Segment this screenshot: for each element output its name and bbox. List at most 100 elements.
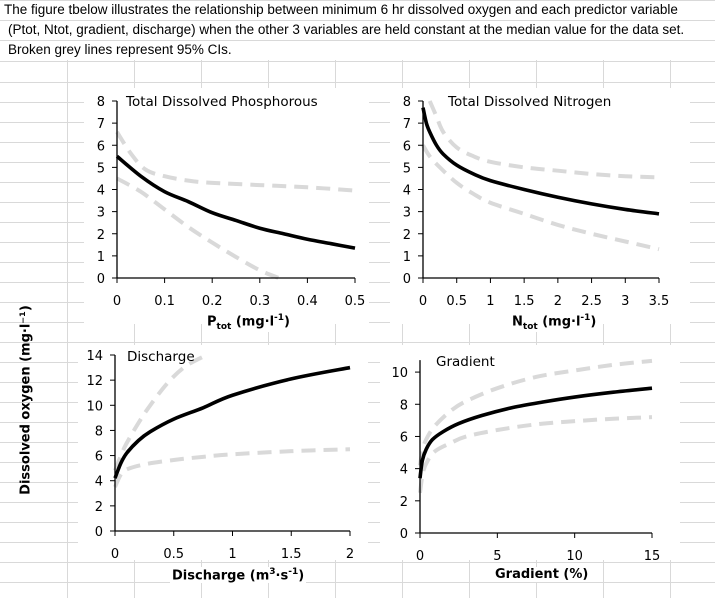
chart-discharge: 0 2 4 6 8 10 12 14 0 0.5 1 1.5 2 Discharge (78, 345, 368, 562)
y-tick-label: 3 (97, 206, 105, 221)
x-tick-label: 0.2 (202, 294, 223, 309)
y-tick-label: 6 (95, 450, 103, 465)
chart-background (380, 345, 680, 560)
x-tick-label: 1.5 (281, 547, 302, 562)
x-axis-label-nitrogen: Ntot (mg·l-1) (510, 313, 599, 332)
chart-title: Total Dissolved Phosphorous (125, 94, 318, 110)
y-tick-label: 8 (403, 95, 411, 110)
x-tick-label: 0 (419, 294, 427, 309)
chart-background (78, 345, 368, 560)
x-label-main: Gradient (%) (495, 567, 589, 582)
x-label-main: N (512, 314, 523, 330)
y-tick-label: 6 (403, 139, 411, 154)
x-label-unit: ·s (275, 568, 289, 584)
chart-nitrogen: 0 1 2 3 4 5 6 7 8 0 0.5 1 1.5 2 2.5 3 3.5 Total Dissolved… (390, 88, 690, 324)
y-tick-label: 2 (400, 495, 408, 510)
y-tick-label: 0 (97, 272, 105, 287)
lower-ci-line (421, 144, 660, 252)
x-tick-label: 15 (644, 549, 661, 564)
y-tick-label: 7 (97, 117, 105, 132)
y-tick-label: 6 (97, 139, 105, 154)
lower-ci-line (116, 176, 280, 280)
y-tick-label: 0 (403, 272, 411, 287)
x-tick-label: 0 (111, 547, 119, 562)
x-tick-label: 3 (621, 294, 629, 309)
x-tick-label: 0.4 (297, 294, 318, 309)
y-tick-label: 4 (400, 463, 408, 478)
y-tick-label: 10 (391, 366, 408, 381)
x-tick-label: 5 (493, 549, 501, 564)
x-tick-label: 0 (416, 549, 424, 564)
x-tick-label: 0.5 (163, 547, 184, 562)
y-tick-label: 14 (86, 349, 103, 364)
x-tick-label: 10 (566, 549, 583, 564)
lower-ci-line (113, 447, 351, 488)
x-tick-label: 2 (554, 294, 562, 309)
chart-background (84, 88, 369, 324)
y-tick-label: 4 (403, 184, 411, 199)
x-tick-label: 0.3 (249, 294, 270, 309)
fit-line (421, 107, 660, 216)
x-axis-label-discharge: Discharge (m3·s-1) (170, 567, 307, 584)
x-label-superscript: 3 (269, 567, 276, 577)
fit-line (418, 386, 653, 479)
y-tick-label: 1 (97, 250, 105, 265)
x-label-close: ) (284, 314, 290, 330)
y-tick-label: 6 (400, 430, 408, 445)
x-label-main: P (207, 314, 217, 330)
y-tick-label: 3 (403, 206, 411, 221)
x-label-superscript: -1 (580, 313, 591, 323)
upper-ci-line (427, 100, 660, 180)
x-tick-label: 1 (228, 547, 236, 562)
y-tick-label: 8 (95, 424, 103, 439)
y-tick-label: 2 (97, 228, 105, 243)
chart-gradient: 0 2 4 6 8 10 0 5 10 15 Gradient (380, 345, 680, 564)
note-line-3: Broken grey lines represent 95% CIs. (8, 42, 232, 57)
y-tick-label: 1 (403, 250, 411, 265)
x-tick-label: 0.5 (446, 294, 467, 309)
y-tick-label: 8 (400, 398, 408, 413)
y-tick-label: 10 (86, 399, 103, 414)
x-label-superscript: -1 (274, 313, 285, 323)
x-tick-label: 0 (113, 294, 121, 309)
x-axis-label-gradient: Gradient (%) (493, 567, 591, 582)
chart-title: Total Dissolved Nitrogen (447, 94, 611, 110)
chart-background (390, 88, 690, 324)
x-tick-label: 0.1 (154, 294, 175, 309)
x-label-unit: (mg·l (537, 314, 581, 330)
upper-ci-line (418, 358, 653, 466)
x-label-subscript: tot (216, 321, 232, 332)
chart-phosphorus: 0 1 2 3 4 5 6 7 8 0 0.1 0.2 0.3 0.4 0.5 Total Dissolved… (84, 88, 369, 324)
y-tick-label: 0 (400, 527, 408, 542)
x-axis-label-phosphorus: Ptot (mg·l-1) (205, 313, 292, 332)
y-tick-label: 0 (95, 525, 103, 540)
shared-y-axis-label: Dissolved oxygen (mg·l⁻¹) (18, 305, 34, 495)
y-tick-label: 2 (403, 228, 411, 243)
x-tick-label: 1 (486, 294, 494, 309)
x-label-superscript: -1 (288, 567, 299, 577)
chart-title: Gradient (436, 354, 495, 370)
x-tick-label: 2 (346, 547, 354, 562)
note-line-2: (Ptot, Ntot, gradient, discharge) when t… (8, 22, 685, 37)
x-tick-label: 2.5 (581, 294, 602, 309)
y-tick-label: 4 (95, 475, 103, 490)
x-label-close: ) (298, 568, 305, 584)
y-tick-label: 7 (403, 117, 411, 132)
x-label-main: Discharge (m (172, 568, 270, 584)
fit-line (113, 365, 351, 479)
fit-line (115, 154, 356, 250)
y-tick-label: 8 (97, 95, 105, 110)
x-tick-label: 3.5 (649, 294, 670, 309)
note-line-1: The figure tbelow illustrates the relati… (4, 2, 678, 17)
x-tick-label: 1.5 (514, 294, 535, 309)
y-tick-label: 4 (97, 184, 105, 199)
y-tick-label: 5 (97, 161, 105, 176)
upper-ci-line (115, 130, 356, 193)
lower-ci-line (418, 415, 653, 494)
x-tick-label: 0.5 (345, 294, 366, 309)
x-label-subscript: tot (522, 321, 538, 332)
chart-title: Discharge (127, 349, 195, 365)
x-label-unit: (mg·l (231, 314, 275, 330)
y-tick-label: 12 (86, 374, 103, 389)
